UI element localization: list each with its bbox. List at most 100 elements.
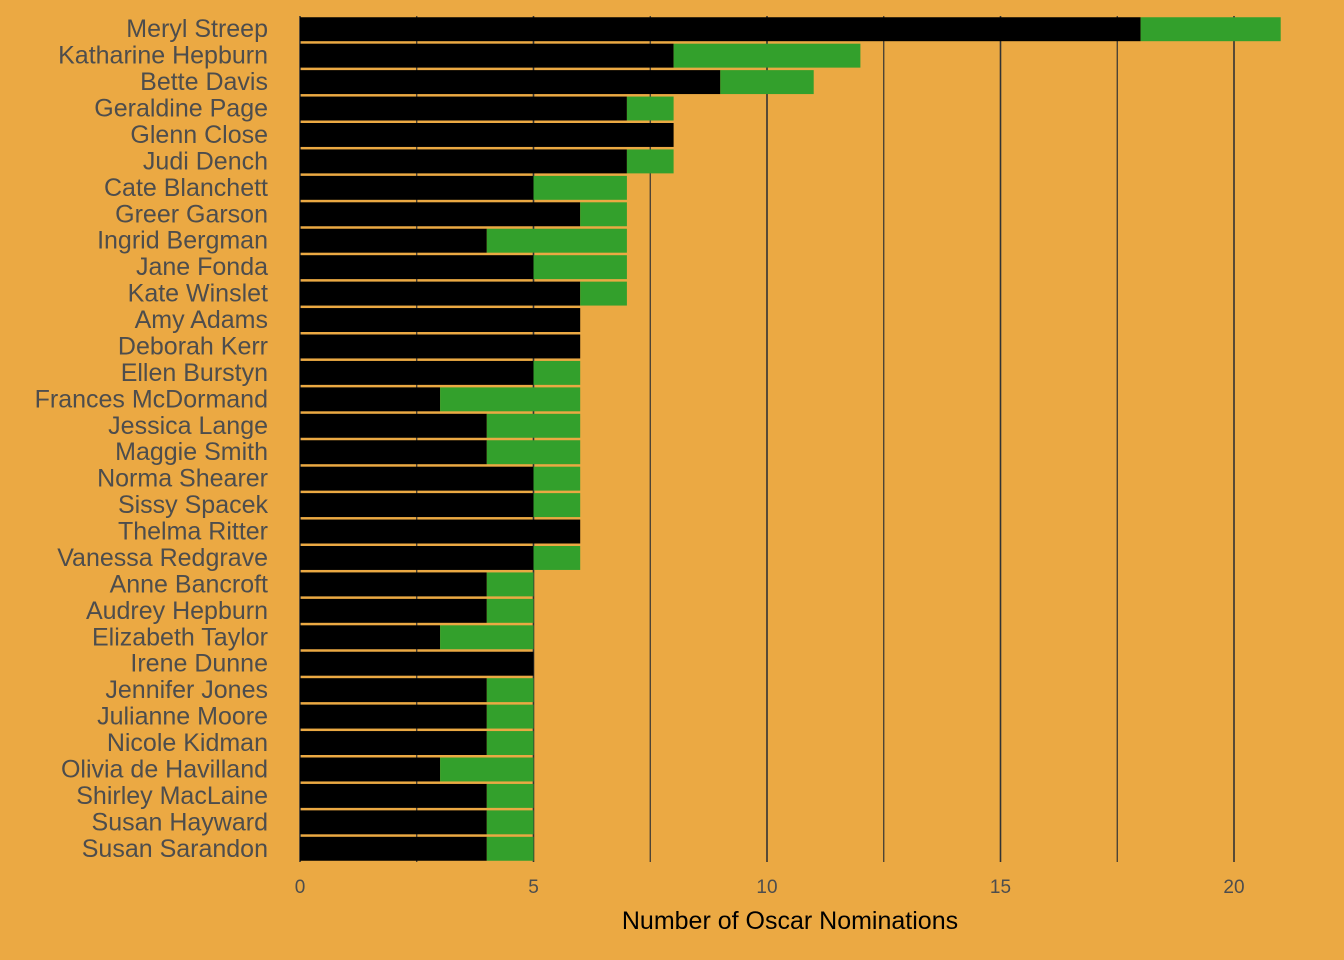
- category-label: Meryl Streep: [126, 15, 268, 43]
- category-label: Greer Garson: [115, 200, 268, 228]
- bar-segment-1: [300, 466, 534, 491]
- category-label: Olivia de Havilland: [61, 755, 268, 783]
- bar-segment-2: [533, 175, 627, 200]
- bar-segment-1: [300, 493, 534, 518]
- category-label: Amy Adams: [135, 306, 268, 334]
- x-tick-label: 5: [528, 877, 539, 898]
- bar-segment-1: [300, 360, 534, 385]
- bar-segment-2: [486, 440, 581, 465]
- bar-segment-2: [580, 281, 627, 306]
- category-label: Jessica Lange: [108, 412, 268, 440]
- bar-segment-1: [300, 572, 487, 597]
- bar-segment-1: [300, 519, 581, 544]
- bar-segment-2: [486, 810, 534, 835]
- category-label: Susan Hayward: [92, 808, 268, 836]
- bar-segment-2: [580, 202, 627, 227]
- bar-segment-2: [486, 783, 534, 808]
- x-axis-title: Number of Oscar Nominations: [622, 907, 958, 935]
- bar-segment-1: [300, 17, 1141, 42]
- bar-segment-2: [720, 70, 814, 95]
- bar-segment-1: [300, 387, 441, 412]
- category-label: Cate Blanchett: [104, 174, 268, 202]
- bar-segment-2: [486, 228, 627, 253]
- category-label: Jane Fonda: [136, 253, 268, 281]
- category-label: Ellen Burstyn: [121, 359, 268, 387]
- bar-segment-2: [533, 546, 581, 570]
- bar-segment-1: [300, 228, 487, 253]
- bar-segment-1: [300, 149, 627, 174]
- bar-segment-1: [300, 704, 487, 729]
- bar-segment-2: [533, 493, 581, 518]
- category-label: Susan Sarandon: [82, 835, 268, 863]
- bar-segment-1: [300, 96, 627, 121]
- category-label: Geraldine Page: [94, 95, 268, 123]
- bar-segment-1: [300, 651, 534, 676]
- bar-segment-1: [300, 175, 534, 200]
- bar-segment-1: [300, 731, 487, 755]
- category-label: Judi Dench: [143, 147, 268, 175]
- category-label: Sissy Spacek: [118, 491, 269, 519]
- bar-segment-1: [300, 70, 721, 95]
- bar-segment-1: [300, 598, 487, 623]
- bar-segment-1: [300, 678, 487, 703]
- category-label: Frances McDormand: [35, 385, 268, 413]
- category-label: Irene Dunne: [130, 650, 268, 678]
- bar-segment-1: [300, 413, 487, 438]
- category-label: Vanessa Redgrave: [57, 544, 268, 572]
- bar-segment-2: [626, 96, 674, 121]
- category-label: Deborah Kerr: [118, 332, 268, 360]
- bar-segment-2: [533, 360, 581, 385]
- category-label: Julianne Moore: [97, 703, 268, 731]
- category-label: Glenn Close: [130, 121, 268, 149]
- bar-segment-1: [300, 440, 487, 465]
- bar-segment-2: [533, 466, 581, 491]
- bar-segment-1: [300, 43, 674, 68]
- bar-segment-1: [300, 281, 581, 306]
- bar-segment-2: [486, 413, 581, 438]
- category-label: Anne Bancroft: [110, 570, 268, 598]
- x-tick-label: 20: [1223, 877, 1244, 898]
- bar-segment-1: [300, 836, 487, 861]
- category-label: Jennifer Jones: [105, 676, 268, 704]
- bar-segment-1: [300, 334, 581, 359]
- bar-segment-1: [300, 757, 441, 782]
- bar-segment-2: [486, 598, 534, 623]
- x-axis-tick-labels: 0 5 10 15 20: [295, 877, 1245, 898]
- bar-segment-2: [486, 704, 534, 729]
- category-label: Katharine Hepburn: [58, 42, 268, 70]
- category-label: Kate Winslet: [128, 280, 268, 308]
- bar-segment-1: [300, 546, 534, 570]
- bar-segment-2: [486, 731, 534, 755]
- bar-segment-1: [300, 202, 581, 227]
- bar-segment-1: [300, 123, 674, 147]
- bar-segment-2: [486, 678, 534, 703]
- category-label: Thelma Ritter: [118, 518, 268, 546]
- category-label: Ingrid Bergman: [97, 227, 268, 255]
- bars: [300, 17, 1281, 861]
- bar-segment-2: [440, 757, 534, 782]
- bar-segment-1: [300, 810, 487, 835]
- x-tick-label: 0: [295, 877, 306, 898]
- bar-segment-2: [440, 387, 581, 412]
- bar-segment-1: [300, 625, 441, 650]
- bar-segment-2: [673, 43, 861, 68]
- bar-segment-2: [533, 255, 627, 280]
- bar-segment-2: [486, 836, 534, 861]
- bar-segment-2: [440, 625, 534, 650]
- category-label: Maggie Smith: [115, 438, 268, 466]
- category-label: Audrey Hepburn: [86, 597, 268, 625]
- bar-segment-1: [300, 783, 487, 808]
- bar-segment-1: [300, 255, 534, 280]
- category-label: Nicole Kidman: [107, 729, 268, 757]
- category-label: Shirley MacLaine: [76, 782, 268, 810]
- bar-segment-2: [486, 572, 534, 597]
- bar-segment-1: [300, 308, 581, 332]
- category-label: Bette Davis: [140, 68, 268, 96]
- category-label: Elizabeth Taylor: [92, 623, 268, 651]
- category-label: Norma Shearer: [97, 465, 268, 493]
- x-tick-label: 10: [756, 877, 777, 898]
- bar-segment-2: [1140, 17, 1281, 42]
- x-tick-label: 15: [990, 877, 1011, 898]
